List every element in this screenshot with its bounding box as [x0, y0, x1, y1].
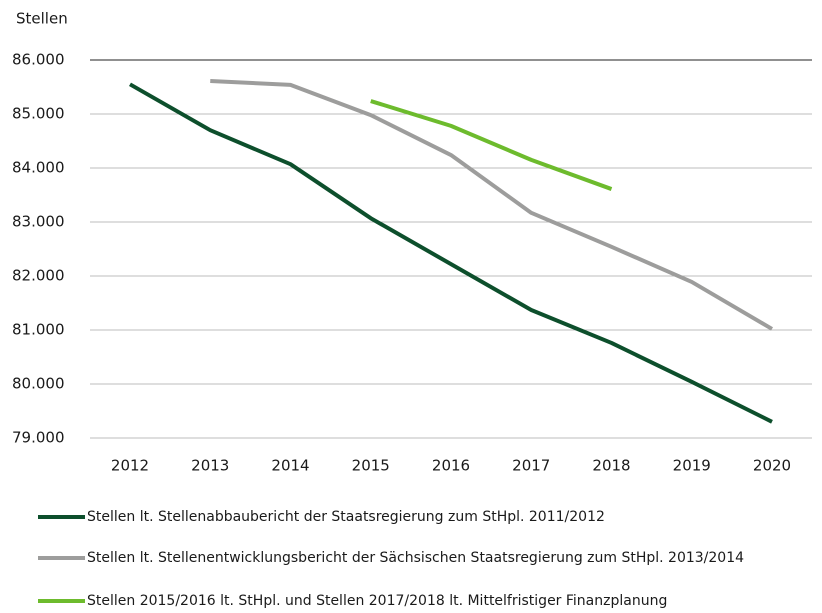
y-tick-label: 84.000	[12, 159, 65, 177]
legend-label: Stellen lt. Stellenabbaubericht der Staa…	[87, 509, 605, 525]
y-tick-label: 85.000	[12, 105, 65, 123]
legend-label: Stellen lt. Stellenentwicklungsbericht d…	[87, 550, 744, 566]
y-tick-label: 82.000	[12, 267, 65, 285]
legend-label: Stellen 2015/2016 lt. StHpl. und Stellen…	[87, 593, 667, 609]
series-line	[370, 99, 613, 191]
y-tick-label: 83.000	[12, 213, 65, 231]
x-tick-label: 2020	[753, 457, 791, 475]
x-tick-label: 2012	[111, 457, 149, 475]
y-tick-label: 81.000	[12, 321, 65, 339]
series-line	[210, 79, 774, 331]
x-tick-label: 2013	[191, 457, 229, 475]
x-tick-label: 2019	[673, 457, 711, 475]
x-tick-label: 2015	[352, 457, 390, 475]
x-tick-label: 2014	[271, 457, 309, 475]
x-tick-label: 2017	[512, 457, 550, 475]
y-tick-label: 86.000	[12, 51, 65, 69]
y-axis-label: Stellen	[16, 10, 68, 28]
x-tick-label: 2018	[592, 457, 630, 475]
y-tick-label: 80.000	[12, 375, 65, 393]
series-line	[129, 82, 773, 424]
x-tick-label: 2016	[432, 457, 470, 475]
y-tick-label: 79.000	[12, 429, 65, 447]
